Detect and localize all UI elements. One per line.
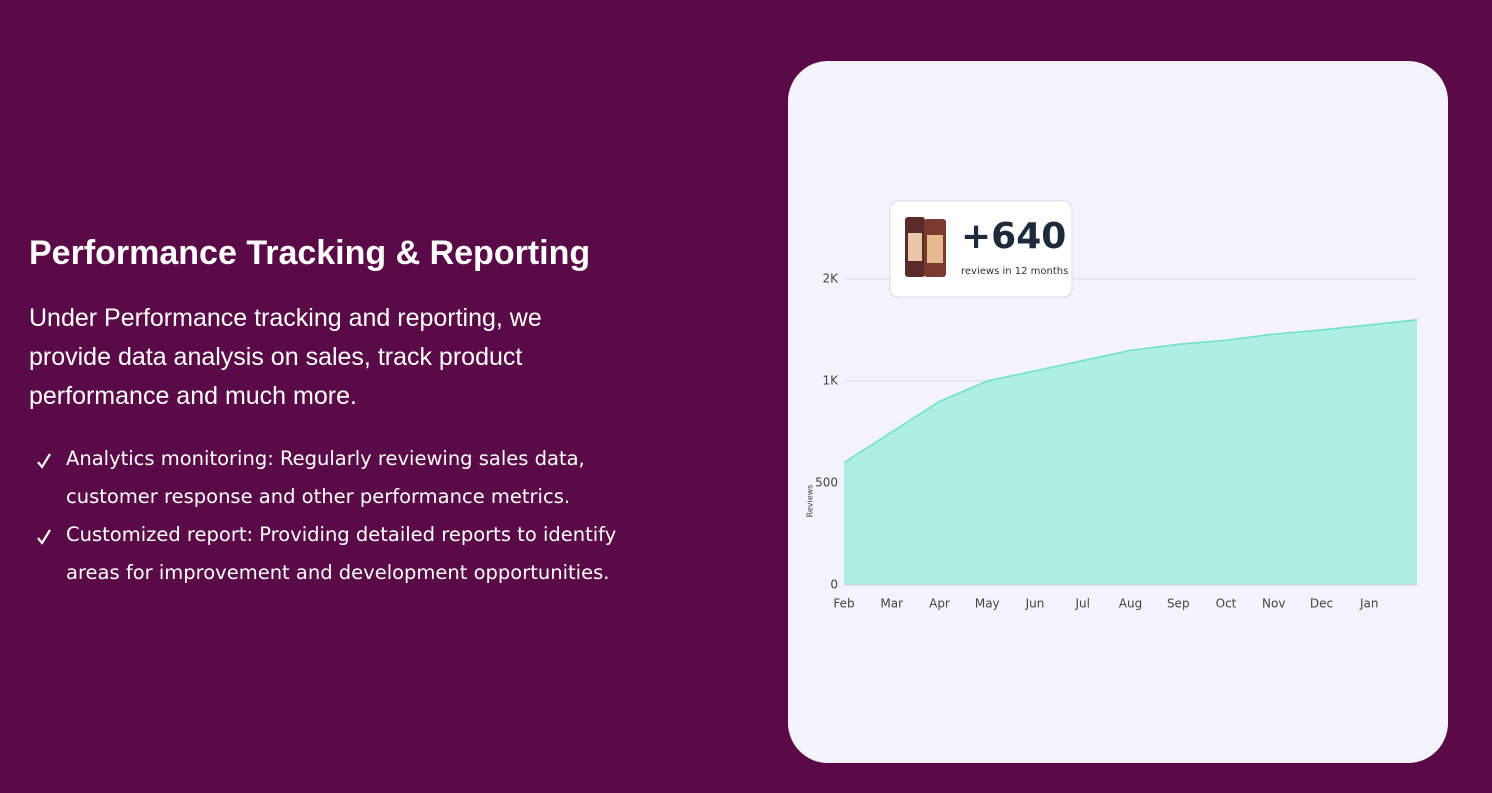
section-description: Under Performance tracking and reporting… bbox=[29, 304, 542, 410]
product-label bbox=[908, 233, 922, 261]
x-tick-label: May bbox=[975, 597, 1000, 611]
bullet-text: Customized report: Providing detailed re… bbox=[66, 523, 617, 584]
section-title: Performance Tracking & Reporting bbox=[29, 234, 591, 272]
badge: +640 reviews in 12 months bbox=[889, 200, 1073, 298]
x-tick-label: Nov bbox=[1262, 597, 1285, 611]
x-tick-label: Mar bbox=[880, 597, 903, 611]
check-icon bbox=[37, 529, 51, 545]
area-line bbox=[843, 319, 1418, 464]
y-tick-label: 500 bbox=[815, 476, 838, 490]
x-tick-label: Feb bbox=[833, 597, 854, 611]
y-tick-label: 0 bbox=[830, 578, 838, 592]
bullet-text: Analytics monitoring: Regularly reviewin… bbox=[66, 447, 585, 508]
x-tick-label: Sep bbox=[1167, 597, 1190, 611]
x-tick-label: Aug bbox=[1119, 597, 1142, 611]
bullet-item: Analytics monitoring: Regularly reviewin… bbox=[29, 440, 669, 516]
chart-card: Reviews 0 500 1K 2K Feb Mar Apr May Jun Jul Aug Sep… bbox=[788, 61, 1448, 763]
x-tick-label: Jul bbox=[1075, 597, 1090, 611]
x-tick-label: Jan bbox=[1359, 597, 1379, 611]
x-tick-label: Oct bbox=[1216, 597, 1237, 611]
bullet-list: Analytics monitoring: Regularly reviewin… bbox=[29, 440, 669, 592]
badge-value: +640 bbox=[961, 216, 1066, 257]
x-tick-label: Apr bbox=[929, 597, 950, 611]
y-tick-label: 2K bbox=[822, 272, 839, 286]
badge-caption: reviews in 12 months bbox=[961, 266, 1068, 277]
product-label bbox=[927, 235, 943, 263]
chart: Reviews 0 500 1K 2K Feb Mar Apr May Jun Jul Aug Sep… bbox=[806, 200, 1418, 611]
bullet-item: Customized report: Providing detailed re… bbox=[29, 516, 669, 592]
y-axis-title: Reviews bbox=[806, 485, 815, 518]
y-tick-label: 1K bbox=[822, 374, 839, 388]
x-tick-label: Dec bbox=[1310, 597, 1333, 611]
check-icon bbox=[37, 453, 51, 469]
area bbox=[844, 319, 1417, 585]
x-tick-label: Jun bbox=[1025, 597, 1045, 611]
